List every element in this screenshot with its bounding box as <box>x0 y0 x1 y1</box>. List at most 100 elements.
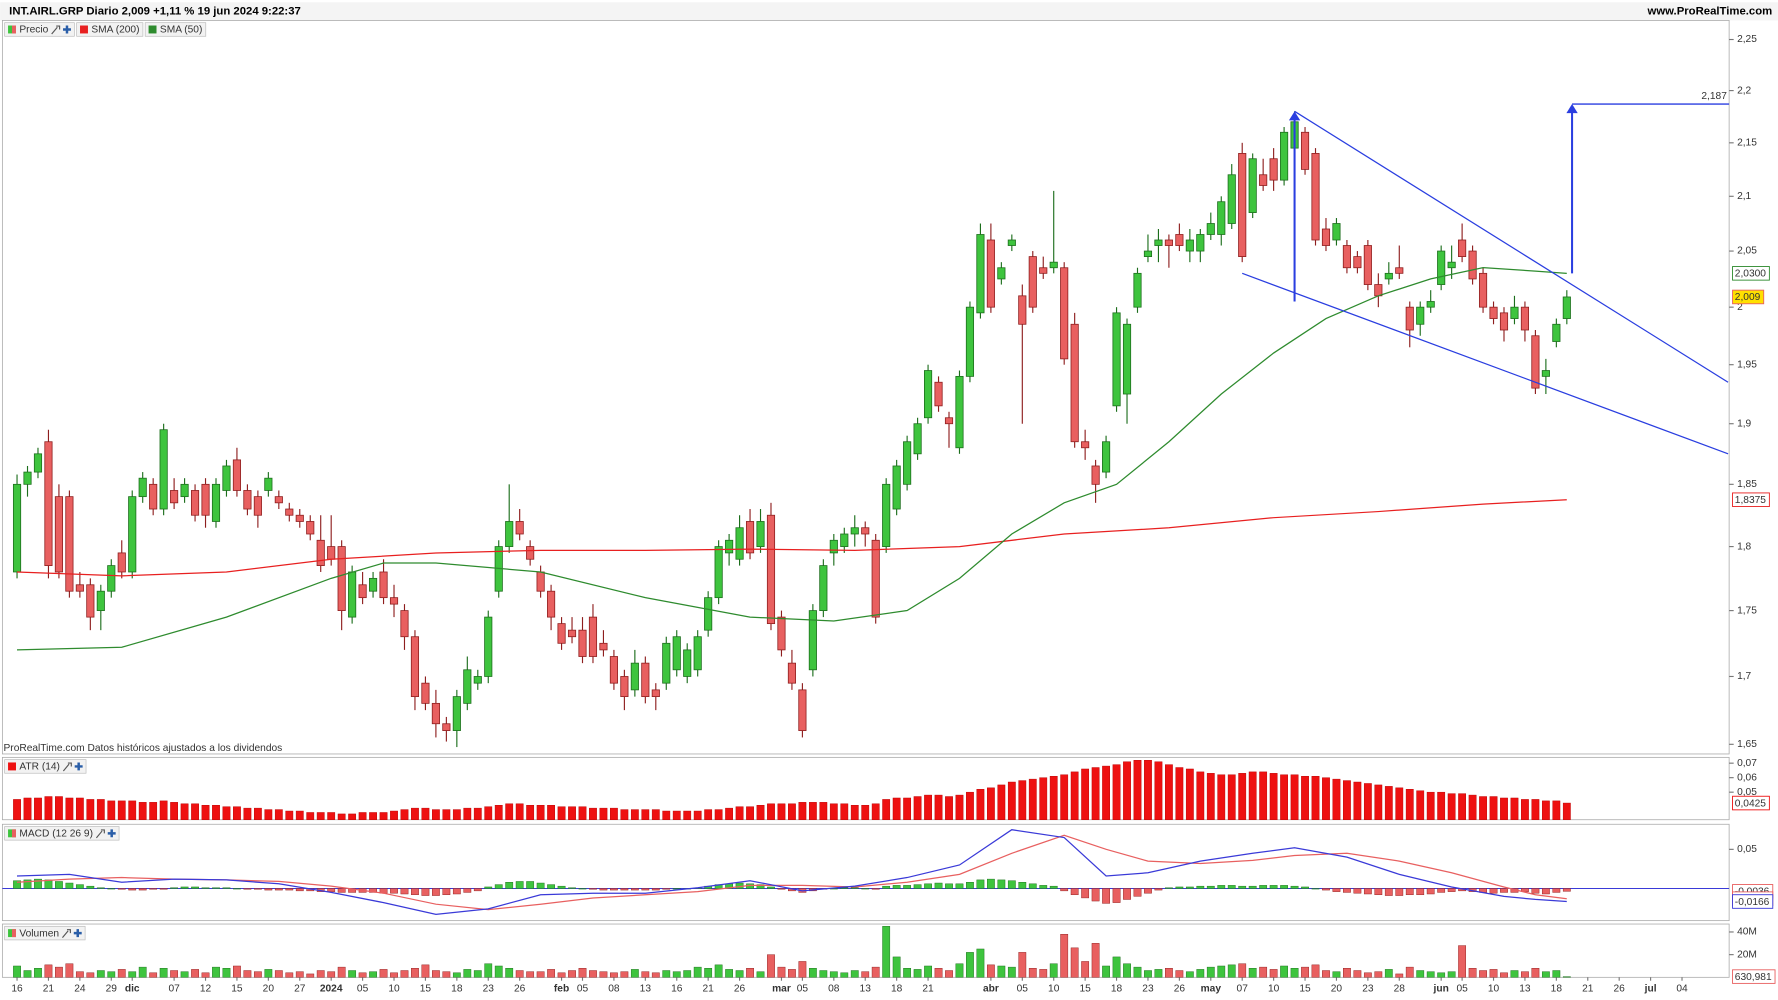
bar <box>494 884 503 889</box>
bar <box>1060 888 1069 892</box>
bar <box>337 813 346 820</box>
bar <box>610 807 618 820</box>
candle-body <box>1112 312 1121 407</box>
x-tick-label: 27 <box>294 983 306 994</box>
bar <box>348 970 357 978</box>
candle-body <box>840 533 849 547</box>
bar <box>714 809 723 820</box>
x-tick-label: dic <box>125 983 140 994</box>
candle-body <box>1122 323 1132 395</box>
bar <box>1374 784 1383 820</box>
bar <box>1060 774 1069 820</box>
x-tick-label: 2024 <box>320 983 343 994</box>
bar <box>788 969 796 978</box>
last-value-label: 2,0300 <box>1735 269 1766 280</box>
candle-body <box>358 584 367 599</box>
candle-body <box>369 577 378 592</box>
bar <box>651 972 660 978</box>
candle-body <box>735 527 744 560</box>
bar <box>536 882 545 889</box>
bar <box>515 970 524 978</box>
candle-body <box>253 496 262 516</box>
bar <box>1144 760 1152 820</box>
candle-body <box>651 689 660 698</box>
bar <box>651 809 660 820</box>
bar <box>1185 886 1194 889</box>
bar <box>547 804 555 820</box>
bar <box>934 794 943 820</box>
candle-body <box>1196 234 1205 252</box>
x-tick-label: 04 <box>1676 983 1688 994</box>
legend-icon <box>74 762 83 771</box>
bar <box>65 963 74 978</box>
bar <box>1374 888 1383 896</box>
bar <box>1363 972 1372 978</box>
arrow-head <box>1566 104 1578 114</box>
bar <box>1123 888 1131 900</box>
bar <box>253 971 262 978</box>
bar <box>1196 885 1205 889</box>
bar <box>390 972 398 978</box>
y-tick-label: 20M <box>1737 949 1757 960</box>
candle-body <box>766 514 776 625</box>
bar <box>23 879 32 889</box>
candle-body <box>222 465 231 491</box>
candle-body <box>997 267 1006 280</box>
y-tick-label: 2,1 <box>1737 191 1751 202</box>
bar <box>1531 799 1540 820</box>
trendline <box>1241 272 1729 455</box>
bar <box>1123 761 1131 820</box>
candle-body <box>1102 441 1111 473</box>
bar <box>1353 970 1362 978</box>
bar <box>1500 972 1508 978</box>
bar <box>1521 799 1529 820</box>
bar <box>212 966 220 978</box>
bar <box>850 970 859 978</box>
bar <box>850 887 859 889</box>
candle-body <box>389 597 399 605</box>
bar <box>1238 885 1247 889</box>
bar <box>536 971 545 978</box>
site-link[interactable]: www.ProRealTime.com <box>1647 5 1773 17</box>
bar <box>170 802 179 820</box>
bar <box>1416 790 1425 820</box>
candle-body <box>1531 335 1540 389</box>
candle-body <box>1039 267 1048 274</box>
y-tick-label: 2,2 <box>1737 85 1751 96</box>
bar <box>568 887 576 889</box>
candle-body <box>1143 250 1153 257</box>
x-tick-label: 10 <box>1268 983 1280 994</box>
bar <box>1500 888 1508 893</box>
y-tick-label: 1,85 <box>1737 479 1757 490</box>
legend-label: ATR (14) <box>19 762 60 773</box>
bar <box>913 884 922 889</box>
arrow-head <box>1288 111 1301 121</box>
bar <box>1426 971 1435 978</box>
bar <box>274 970 283 978</box>
bar <box>274 888 283 891</box>
bar <box>128 800 137 820</box>
bar <box>1332 778 1341 820</box>
candle-body <box>850 527 859 535</box>
bar <box>1489 796 1498 820</box>
bar <box>159 800 168 820</box>
candle-body <box>1510 306 1519 319</box>
bar <box>191 803 199 820</box>
bar <box>871 966 880 978</box>
bar <box>547 884 555 889</box>
candle-body <box>829 539 838 554</box>
bar <box>829 803 838 820</box>
candle-body <box>944 417 954 425</box>
legend-icon <box>95 829 105 839</box>
candle-body <box>1007 239 1016 246</box>
candle-body <box>861 527 870 535</box>
candle-body <box>1342 245 1351 269</box>
bar <box>976 879 985 889</box>
bar <box>44 964 53 978</box>
last-value-box <box>1732 266 1770 281</box>
candle-body <box>1562 296 1571 319</box>
legend-item <box>144 22 207 37</box>
bar <box>65 797 74 820</box>
bar <box>1227 885 1236 889</box>
bar <box>725 969 733 978</box>
